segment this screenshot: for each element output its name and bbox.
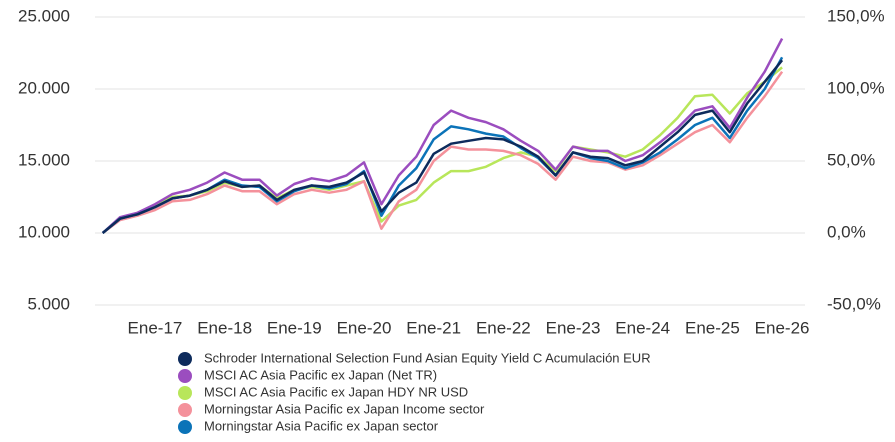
y-tick-label: 25.000: [18, 6, 70, 25]
x-tick-label: Ene-21: [406, 318, 461, 337]
y2-tick-label: 150,0%: [827, 6, 885, 25]
x-tick-label: Ene-18: [197, 318, 252, 337]
y-tick-label: 20.000: [18, 78, 70, 97]
series-line: [101, 38, 784, 234]
y2-tick-label: 0,0%: [827, 222, 866, 241]
series-line: [101, 70, 784, 235]
x-tick-label: Ene-17: [128, 318, 183, 337]
y-tick-label: 15.000: [18, 150, 70, 169]
legend-label: Morningstar Asia Pacific ex Japan Income…: [204, 401, 485, 416]
legend-label: MSCI AC Asia Pacific ex Japan (Net TR): [204, 367, 437, 382]
legend-label: MSCI AC Asia Pacific ex Japan HDY NR USD: [204, 384, 468, 399]
x-tick-label: Ene-26: [755, 318, 810, 337]
series-line: [101, 66, 783, 234]
legend-marker: [178, 420, 192, 434]
legend-marker: [178, 352, 192, 366]
legend-marker: [178, 403, 192, 417]
y-tick-label: 10.000: [18, 222, 70, 241]
x-tick-label: Ene-24: [615, 318, 670, 337]
series-line: [101, 56, 784, 234]
y2-tick-label: 50,0%: [827, 150, 875, 169]
y-tick-label: 5.000: [27, 294, 70, 313]
x-tick-label: Ene-19: [267, 318, 322, 337]
x-tick-label: Ene-25: [685, 318, 740, 337]
x-tick-label: Ene-23: [546, 318, 601, 337]
y2-tick-label: 100,0%: [827, 78, 885, 97]
y2-tick-label: -50,0%: [827, 294, 881, 313]
legend-marker: [178, 369, 192, 383]
legend-label: Schroder International Selection Fund As…: [204, 350, 651, 365]
legend-marker: [178, 386, 192, 400]
x-tick-label: Ene-20: [337, 318, 392, 337]
series-line: [101, 59, 784, 234]
legend-label: Morningstar Asia Pacific ex Japan sector: [204, 418, 439, 433]
x-tick-label: Ene-22: [476, 318, 531, 337]
